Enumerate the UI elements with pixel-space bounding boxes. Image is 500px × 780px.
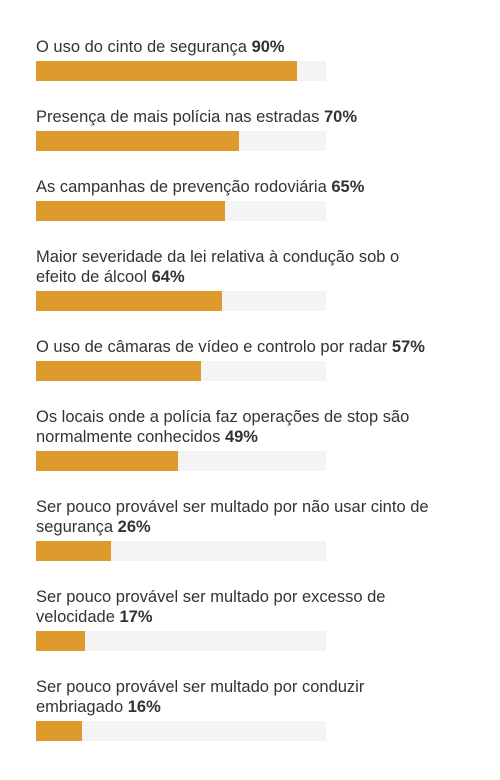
bar-track: [36, 451, 326, 471]
value-label: 16%: [127, 698, 161, 716]
bar: [36, 201, 225, 221]
bar: [36, 131, 239, 151]
category-label: O uso de câmaras de vídeo e controlo por…: [36, 338, 388, 356]
bar: [36, 631, 86, 651]
bar-track: [36, 131, 326, 151]
bar-track: [36, 721, 326, 741]
value-label: 26%: [117, 518, 151, 536]
category-label: Maior severidade da lei relativa à condu…: [36, 248, 400, 286]
bar-label: Presença de mais polícia nas estradas 70…: [36, 107, 431, 127]
bar-item: Presença de mais polícia nas estradas 70…: [36, 107, 500, 151]
bar: [36, 541, 112, 561]
bar-track: [36, 631, 326, 651]
category-label: Ser pouco provável ser multado por condu…: [36, 678, 365, 716]
bar-label: Maior severidade da lei relativa à condu…: [36, 247, 431, 287]
bar-item: Ser pouco provável ser multado por condu…: [36, 677, 500, 741]
bar-item: O uso de câmaras de vídeo e controlo por…: [36, 337, 500, 381]
value-label: 90%: [251, 38, 285, 56]
bar-track: [36, 541, 326, 561]
category-label: O uso do cinto de segurança: [36, 38, 247, 56]
bar-item: Ser pouco provável ser multado por exces…: [36, 587, 500, 651]
bar-item: O uso do cinto de segurança 90%: [36, 37, 500, 81]
category-label: Os locais onde a polícia faz operações d…: [36, 408, 410, 446]
bar-item: Ser pouco provável ser multado por não u…: [36, 497, 500, 561]
bar: [36, 361, 202, 381]
category-label: Presença de mais polícia nas estradas: [36, 108, 320, 126]
bar-track: [36, 291, 326, 311]
value-label: 64%: [151, 268, 185, 286]
category-label: Ser pouco provável ser multado por não u…: [36, 498, 429, 536]
bar: [36, 721, 83, 741]
bar-item: As campanhas de prevenção rodoviária 65%: [36, 177, 500, 221]
bar: [36, 61, 297, 81]
bar: [36, 451, 179, 471]
bar-label: Ser pouco provável ser multado por não u…: [36, 497, 431, 537]
bar-label: Ser pouco provável ser multado por exces…: [36, 587, 431, 627]
value-label: 70%: [324, 108, 358, 126]
bar-label: Ser pouco provável ser multado por condu…: [36, 677, 431, 717]
bar: [36, 291, 222, 311]
bar-track: [36, 61, 326, 81]
value-label: 57%: [391, 338, 425, 356]
value-label: 65%: [331, 178, 365, 196]
bar-item: Os locais onde a polícia faz operações d…: [36, 407, 500, 471]
value-label: 17%: [119, 608, 153, 626]
bar-label: Os locais onde a polícia faz operações d…: [36, 407, 431, 447]
bar-label: O uso de câmaras de vídeo e controlo por…: [36, 337, 431, 357]
bar-item: Maior severidade da lei relativa à condu…: [36, 247, 500, 311]
category-label: As campanhas de prevenção rodoviária: [36, 178, 327, 196]
bar-label: As campanhas de prevenção rodoviária 65%: [36, 177, 431, 197]
bar-label: O uso do cinto de segurança 90%: [36, 37, 431, 57]
category-label: Ser pouco provável ser multado por exces…: [36, 588, 386, 626]
bar-track: [36, 201, 326, 221]
value-label: 49%: [224, 428, 258, 446]
bar-track: [36, 361, 326, 381]
